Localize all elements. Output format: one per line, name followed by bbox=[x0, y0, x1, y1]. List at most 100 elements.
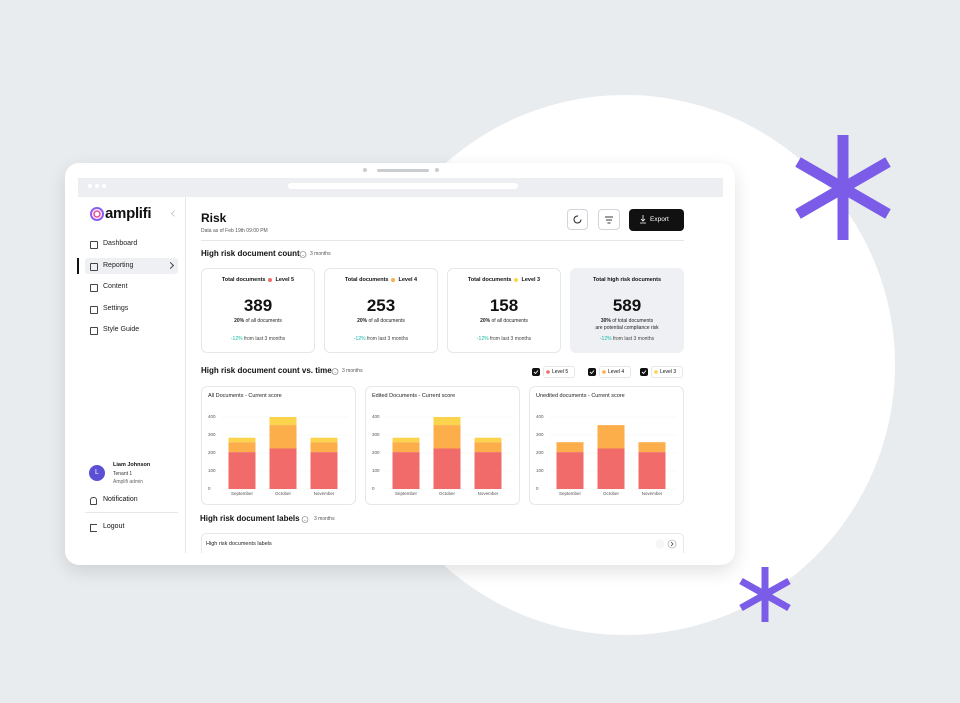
card-label-row: Total documents Level 3 bbox=[448, 276, 560, 284]
card-change: -12% from last 3 months bbox=[202, 336, 314, 343]
count-card: Total documents Level 3 158 20% of all docu… bbox=[447, 268, 561, 353]
share-text: of all documents bbox=[245, 318, 282, 324]
card-share: 20% of all documents bbox=[202, 318, 314, 325]
camera bbox=[363, 168, 367, 172]
sidebar-divider bbox=[185, 197, 186, 553]
legend-checkbox[interactable] bbox=[640, 368, 648, 376]
card-share: 30% of total documents are potential comp… bbox=[571, 318, 683, 332]
chart-card bbox=[365, 386, 520, 505]
level-dot bbox=[514, 278, 519, 282]
card-label: Total documents bbox=[467, 277, 512, 283]
card-value: 253 bbox=[366, 296, 396, 315]
card-value: 389 bbox=[243, 296, 273, 315]
header-divider bbox=[201, 240, 684, 241]
share-text: are potential compliance risk bbox=[595, 325, 659, 331]
nav-icon bbox=[90, 263, 98, 271]
share-value: 30% bbox=[600, 318, 611, 324]
logout[interactable]: Logout bbox=[103, 523, 125, 530]
card-label-row: Total documents Level 5 bbox=[202, 276, 314, 284]
share-value: 20% bbox=[234, 318, 245, 324]
level-dot bbox=[391, 278, 396, 282]
card-change: -12% from last 3 months bbox=[571, 336, 683, 343]
level-dot bbox=[268, 278, 273, 282]
legend-label: Level 5 bbox=[552, 369, 569, 375]
share-text: of total documents bbox=[612, 318, 654, 324]
logo: amplifi bbox=[105, 205, 152, 222]
export-button[interactable] bbox=[629, 209, 684, 231]
count-card: Total documents Level 4 253 20% of all docu… bbox=[324, 268, 438, 353]
chart-card bbox=[201, 386, 356, 505]
card-change: -12% from last 3 months bbox=[448, 336, 560, 343]
section-title: High risk document count bbox=[201, 249, 300, 258]
chart-title: All Documents - Current score bbox=[208, 393, 282, 399]
share-text: of all documents bbox=[368, 318, 405, 324]
change-text: from last 3 months bbox=[243, 336, 286, 342]
share-value: 20% bbox=[480, 318, 491, 324]
chart-title: Edited Documents - Current score bbox=[372, 393, 456, 399]
user-tenant: Tenant 1 bbox=[113, 471, 133, 477]
share-text: of all documents bbox=[491, 318, 528, 324]
change-value: -12% bbox=[230, 336, 243, 342]
legend-checkbox[interactable] bbox=[588, 368, 596, 376]
legend-label: Level 4 bbox=[608, 369, 625, 375]
nav-active-marker bbox=[77, 258, 79, 274]
change-text: from last 3 months bbox=[489, 336, 532, 342]
legend-chip bbox=[543, 366, 575, 378]
card-share: 20% of all documents bbox=[448, 318, 560, 325]
card-level: Level 3 bbox=[521, 277, 541, 283]
address-bar bbox=[288, 183, 518, 189]
section-period: 3 months bbox=[342, 368, 363, 374]
page-subtitle: Data as of Feb 19th 09:00 PM bbox=[201, 228, 268, 234]
change-text: from last 3 months bbox=[366, 336, 409, 342]
avatar: L bbox=[89, 465, 105, 481]
window-dot bbox=[102, 184, 106, 188]
sidebar-separator bbox=[85, 512, 178, 513]
refresh-button[interactable] bbox=[567, 209, 588, 230]
nav-item[interactable]: Reporting bbox=[103, 262, 134, 269]
card-change: -12% from last 3 months bbox=[325, 336, 437, 343]
nav-item[interactable]: Content bbox=[103, 283, 128, 290]
logout-icon bbox=[90, 524, 97, 532]
nav-item[interactable]: Style Guide bbox=[103, 326, 140, 333]
page-title: Risk bbox=[201, 211, 227, 225]
card-label-row: Total documents Level 4 bbox=[325, 276, 437, 284]
change-value: -12% bbox=[476, 336, 489, 342]
section-title: High risk document labels bbox=[200, 514, 300, 523]
nav-icon bbox=[90, 241, 98, 249]
legend-chip bbox=[599, 366, 631, 378]
nav-icon bbox=[90, 327, 98, 335]
notification[interactable]: Notification bbox=[103, 496, 138, 503]
count-card: Total documents Level 5 389 20% of all docu… bbox=[201, 268, 315, 353]
card-level: Level 4 bbox=[398, 277, 418, 283]
filter-button[interactable] bbox=[598, 209, 620, 230]
legend-checkbox[interactable] bbox=[532, 368, 540, 376]
legend-chip bbox=[651, 366, 683, 378]
nav-icon bbox=[90, 306, 98, 314]
nav-active-bg bbox=[85, 258, 178, 274]
chart-title: Unedited documents - Current score bbox=[536, 393, 625, 399]
card-level: Level 5 bbox=[275, 277, 295, 283]
export-label[interactable]: Export bbox=[650, 216, 669, 223]
card-label: Total documents bbox=[344, 277, 389, 283]
nav-item[interactable]: Dashboard bbox=[103, 240, 138, 247]
section-period: 3 months bbox=[310, 251, 331, 257]
count-card: Total high risk documents 589 30% of total… bbox=[570, 268, 684, 353]
card-label: Total high risk documents bbox=[592, 277, 662, 283]
nav-item[interactable]: Settings bbox=[103, 305, 129, 312]
notification-icon bbox=[90, 497, 97, 505]
card-share: 20% of all documents bbox=[325, 318, 437, 325]
card-value: 158 bbox=[489, 296, 519, 315]
window-dot bbox=[95, 184, 99, 188]
card-label: Total documents bbox=[221, 277, 266, 283]
card-value: 589 bbox=[612, 296, 642, 315]
user-name: Liam Johnson bbox=[113, 462, 151, 468]
change-text: from last 3 months bbox=[612, 336, 655, 342]
section-period: 3 months bbox=[314, 516, 335, 522]
table-title: High risk documents labels bbox=[206, 541, 272, 547]
speaker bbox=[377, 169, 429, 172]
change-value: -12% bbox=[599, 336, 612, 342]
sensor bbox=[435, 168, 439, 172]
tablet-bezel bbox=[78, 553, 723, 565]
asterisk bbox=[795, 135, 891, 240]
